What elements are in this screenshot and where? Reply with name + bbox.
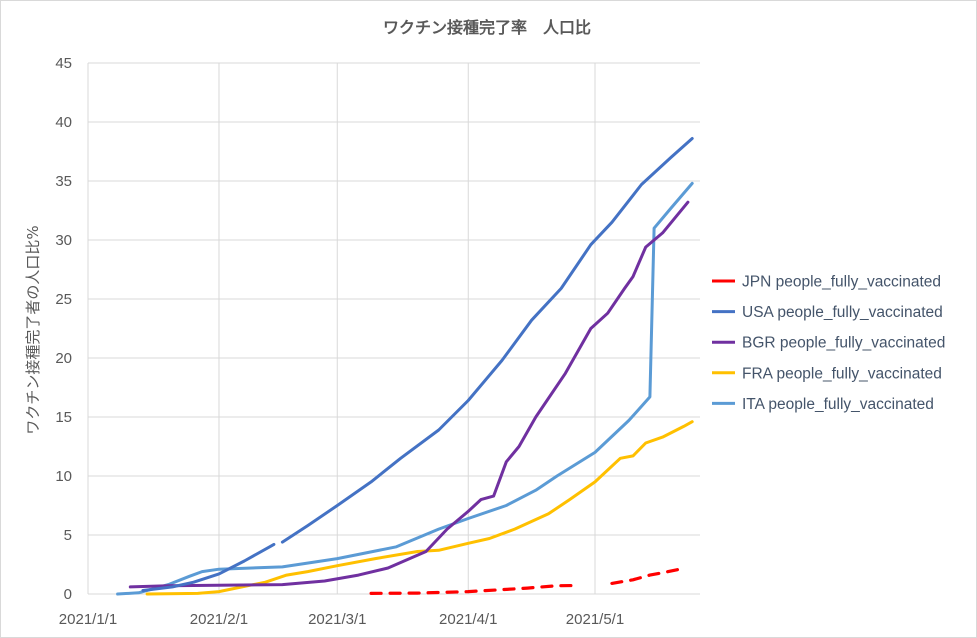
- y-tick-label: 25: [55, 291, 72, 308]
- series-line-jpn: [369, 567, 682, 595]
- legend-label: JPN people_fully_vaccinated: [742, 274, 941, 291]
- y-tick-label: 35: [55, 173, 72, 190]
- y-tick-label: 45: [55, 55, 72, 72]
- y-tick-label: 30: [55, 232, 72, 249]
- chart-title: ワクチン接種完了率 人口比: [383, 18, 591, 37]
- legend: JPN people_fully_vaccinated USA people_fu…: [712, 274, 945, 413]
- x-tick-label: 2021/2/1: [190, 611, 248, 628]
- y-tick-label: 40: [55, 114, 72, 131]
- series-line-usa: [141, 137, 694, 592]
- x-tick-label: 2021/5/1: [566, 611, 624, 628]
- x-tick-label: 2021/3/1: [308, 611, 366, 628]
- y-axis-label: ワクチン接種完了者の人口比%: [24, 225, 42, 434]
- legend-label: BGR people_fully_vaccinated: [742, 335, 945, 352]
- legend-label: USA people_fully_vaccinated: [742, 304, 943, 321]
- y-tick-label: 0: [64, 586, 72, 603]
- x-tick-labels: 2021/1/1 2021/2/1 2021/3/1 2021/4/1 2021/5/1: [59, 611, 624, 628]
- y-tick-label: 20: [55, 350, 72, 367]
- legend-label: FRA people_fully_vaccinated: [742, 365, 942, 382]
- gridlines: [87, 62, 700, 595]
- series-lines: [116, 137, 694, 596]
- y-tick-label: 10: [55, 468, 72, 485]
- y-tick-labels: 0 5 10 15 20 25 30 35 40 45: [55, 55, 72, 603]
- y-tick-label: 5: [64, 527, 72, 544]
- x-tick-label: 2021/1/1: [59, 611, 117, 628]
- y-tick-label: 15: [55, 409, 72, 426]
- series-line-bgr: [128, 200, 690, 589]
- legend-label: ITA people_fully_vaccinated: [742, 396, 934, 413]
- series-line-ita: [116, 181, 694, 596]
- x-tick-label: 2021/4/1: [439, 611, 497, 628]
